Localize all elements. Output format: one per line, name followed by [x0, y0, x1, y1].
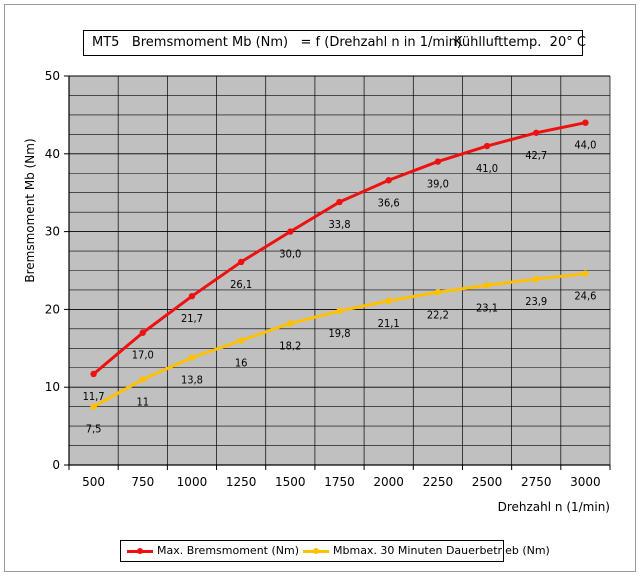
x-tick-label: 1000 [177, 475, 208, 489]
y-tick-label: 30 [45, 225, 60, 239]
data-label-series-1: 41,0 [476, 162, 498, 175]
data-point-series-2 [90, 403, 97, 410]
x-tick-label: 3000 [570, 475, 601, 489]
y-tick-label: 0 [52, 458, 60, 472]
x-tick-label: 2500 [472, 475, 503, 489]
legend-label-series-1: Max. Bremsmoment (Nm) [157, 544, 300, 557]
y-axis-title: Bremsmoment Mb (Nm) [23, 138, 37, 282]
x-tick-label: 1500 [275, 475, 306, 489]
y-tick-label: 50 [45, 69, 60, 83]
data-label-series-1: 36,6 [378, 196, 400, 209]
x-tick-label: 2000 [373, 475, 404, 489]
data-label-series-1: 44,0 [574, 139, 596, 152]
y-tick-label: 10 [45, 380, 60, 394]
data-label-series-2: 16 [235, 357, 248, 370]
x-tick-label: 750 [131, 475, 154, 489]
data-point-series-1 [385, 177, 392, 184]
chart-title: MT5 Bremsmoment Mb (Nm) = f (Drehzahl n … [92, 35, 462, 50]
data-label-series-2: 13,8 [181, 374, 203, 387]
data-label-series-1: 39,0 [427, 178, 449, 191]
data-label-series-1: 11,7 [83, 390, 105, 403]
data-point-series-2 [483, 282, 491, 289]
legend: Max. Bremsmoment (Nm) Mbmax. 30 Minuten … [120, 540, 550, 562]
data-label-series-1: 17,0 [132, 349, 154, 362]
x-tick-label: 2250 [423, 475, 454, 489]
legend-label-series-2: Mbmax. 30 Minuten Dauerbetrieb (Nm) [333, 544, 550, 557]
legend-marker-series-2 [313, 548, 319, 554]
data-point-series-1 [483, 142, 491, 150]
data-point-series-2 [434, 289, 442, 296]
data-point-series-1 [90, 370, 97, 378]
data-point-series-2 [582, 270, 589, 277]
data-label-series-2: 19,8 [328, 327, 350, 340]
data-label-series-2: 23,9 [525, 295, 547, 308]
data-label-series-1: 30,0 [279, 248, 301, 261]
data-point-series-2 [287, 320, 294, 327]
data-label-series-1: 42,7 [525, 149, 547, 162]
data-point-series-1 [336, 198, 343, 206]
data-label-series-1: 33,8 [328, 218, 350, 231]
data-point-series-1 [582, 119, 589, 126]
x-tick-label: 500 [82, 475, 105, 489]
data-label-series-2: 21,1 [378, 317, 400, 330]
data-label-series-1: 21,7 [181, 312, 203, 325]
x-tick-label: 2750 [521, 475, 552, 489]
data-point-series-1 [533, 129, 540, 136]
data-label-series-2: 7,5 [86, 423, 102, 436]
data-point-series-1 [287, 228, 294, 235]
x-tick-label: 1750 [324, 475, 355, 489]
legend-marker-series-1 [137, 548, 143, 554]
data-point-series-2 [139, 376, 146, 383]
chart-title-temperature: Kühllufttemp. 20° C [454, 35, 586, 50]
data-point-series-2 [188, 354, 196, 361]
chart-title-box: MT5 Bremsmoment Mb (Nm) = f (Drehzahl n … [83, 30, 586, 56]
data-point-series-1 [188, 292, 196, 300]
data-point-series-2 [385, 297, 392, 305]
x-axis-title: Drehzahl n (1/min) [498, 500, 610, 514]
y-tick-label: 40 [45, 147, 60, 161]
data-label-series-2: 24,6 [574, 290, 596, 303]
data-point-series-1 [434, 158, 442, 165]
data-point-series-1 [237, 258, 245, 266]
y-tick-label: 20 [45, 302, 60, 316]
data-point-series-2 [533, 275, 540, 283]
data-point-series-1 [139, 329, 146, 336]
data-point-series-2 [237, 337, 245, 344]
data-label-series-2: 23,1 [476, 301, 498, 314]
data-label-series-2: 11 [136, 395, 149, 408]
data-label-series-2: 22,2 [427, 308, 449, 321]
x-tick-label: 1250 [226, 475, 257, 489]
data-point-series-2 [336, 307, 343, 315]
data-label-series-2: 18,2 [279, 339, 301, 352]
data-label-series-1: 26,1 [230, 278, 252, 291]
